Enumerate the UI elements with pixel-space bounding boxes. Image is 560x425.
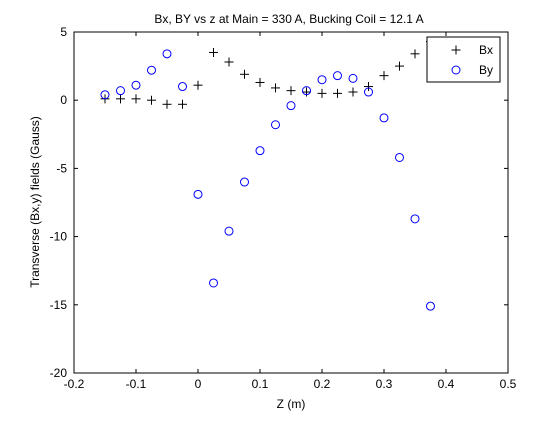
bx-point: [286, 86, 296, 96]
legend: Bx By: [426, 36, 501, 83]
axis-ticks: [73, 31, 509, 374]
bx-point: [317, 88, 327, 98]
legend-bx-label: Bx: [479, 43, 493, 57]
by-point: [333, 71, 342, 81]
by-point: [271, 120, 280, 130]
by-point: [162, 49, 172, 59]
bx-point: [224, 57, 234, 67]
x-axis-label: Z (m): [277, 397, 306, 411]
by-point: [364, 87, 373, 97]
x-tick-label: 0.5: [500, 377, 517, 391]
bx-point: [131, 94, 141, 104]
bx-point: [333, 88, 342, 98]
y-tick-label: 0: [60, 93, 67, 107]
by-point: [317, 75, 327, 85]
legend-by-marker: [451, 65, 461, 75]
y-tick-label: 5: [60, 25, 67, 39]
by-point: [426, 301, 435, 311]
y-tick-label: -15: [50, 298, 68, 312]
y-tick-label: -5: [56, 161, 67, 175]
y-tick-label: -10: [50, 230, 68, 244]
bx-point: [209, 47, 218, 57]
by-point: [240, 177, 249, 187]
by-point: [178, 82, 187, 92]
bx-point: [395, 61, 404, 71]
bx-point: [379, 71, 389, 81]
bx-point: [364, 82, 373, 92]
bx-point: [255, 77, 265, 87]
chart-title: Bx, BY vs z at Main = 330 A, Bucking Coi…: [154, 12, 423, 26]
legend-box: [426, 36, 501, 83]
bx-point: [147, 95, 156, 105]
x-tick-label: 0.1: [252, 377, 269, 391]
by-point: [348, 73, 358, 83]
data-marks: [100, 37, 435, 311]
bx-point: [162, 99, 172, 109]
by-point: [193, 189, 203, 199]
by-point: [100, 90, 110, 100]
by-point: [395, 152, 404, 162]
x-tick-label: 0.4: [438, 377, 455, 391]
bx-point: [348, 87, 358, 97]
bx-point: [116, 94, 125, 104]
y-tick-label: -20: [50, 366, 68, 380]
by-point: [131, 80, 141, 90]
by-point: [209, 278, 218, 288]
bx-point: [178, 99, 187, 109]
by-point: [255, 146, 265, 156]
by-point: [286, 101, 296, 111]
x-tick-label: 0: [195, 377, 202, 391]
by-point: [302, 86, 311, 96]
by-point: [116, 86, 125, 96]
by-point: [147, 65, 156, 75]
bx-point: [271, 83, 280, 93]
y-axis-label: Transverse (Bx,y) fields (Gauss): [28, 116, 42, 288]
x-tick-label: 0.3: [376, 377, 393, 391]
axis-tick-labels: -0.2 -0.1 0 0.1 0.2 0.3 0.4 0.5 -20 -15 -10 -5 0 5: [50, 25, 517, 391]
by-point: [410, 214, 420, 224]
legend-bx-marker: [451, 45, 461, 55]
x-tick-label: -0.2: [64, 377, 85, 391]
by-point: [379, 113, 389, 123]
x-tick-label: 0.2: [314, 377, 331, 391]
x-tick-label: -0.1: [126, 377, 147, 391]
bx-point: [240, 69, 249, 79]
legend-by-label: By: [479, 63, 493, 77]
bx-point: [410, 49, 420, 59]
by-point: [224, 226, 234, 236]
bx-point: [193, 80, 203, 90]
